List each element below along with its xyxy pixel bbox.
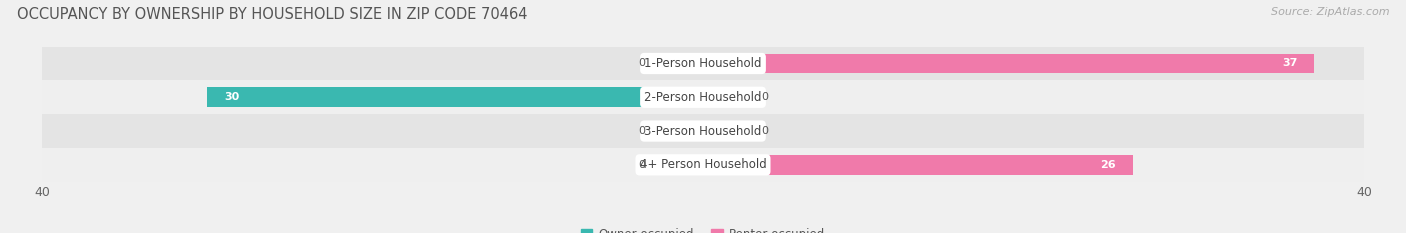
- Bar: [703, 54, 1315, 73]
- Bar: [703, 121, 744, 141]
- Text: OCCUPANCY BY OWNERSHIP BY HOUSEHOLD SIZE IN ZIP CODE 70464: OCCUPANCY BY OWNERSHIP BY HOUSEHOLD SIZE…: [17, 7, 527, 22]
- Legend: Owner-occupied, Renter-occupied: Owner-occupied, Renter-occupied: [576, 224, 830, 233]
- Text: 30: 30: [224, 92, 239, 102]
- Bar: [42, 148, 1364, 182]
- Text: 0: 0: [638, 160, 645, 170]
- Text: 0: 0: [638, 58, 645, 69]
- Text: 0: 0: [638, 126, 645, 136]
- Text: 2-Person Household: 2-Person Household: [644, 91, 762, 104]
- Text: 4+ Person Household: 4+ Person Household: [640, 158, 766, 171]
- Text: 37: 37: [1282, 58, 1298, 69]
- Bar: [662, 155, 703, 175]
- Bar: [703, 87, 744, 107]
- Bar: [662, 54, 703, 73]
- Bar: [207, 87, 703, 107]
- Text: 0: 0: [761, 92, 768, 102]
- Text: Source: ZipAtlas.com: Source: ZipAtlas.com: [1271, 7, 1389, 17]
- Text: 0: 0: [761, 126, 768, 136]
- Bar: [42, 80, 1364, 114]
- Bar: [662, 121, 703, 141]
- Text: 26: 26: [1101, 160, 1116, 170]
- Text: 3-Person Household: 3-Person Household: [644, 125, 762, 137]
- Bar: [42, 114, 1364, 148]
- Text: 1-Person Household: 1-Person Household: [644, 57, 762, 70]
- Bar: [703, 155, 1133, 175]
- Bar: [42, 47, 1364, 80]
